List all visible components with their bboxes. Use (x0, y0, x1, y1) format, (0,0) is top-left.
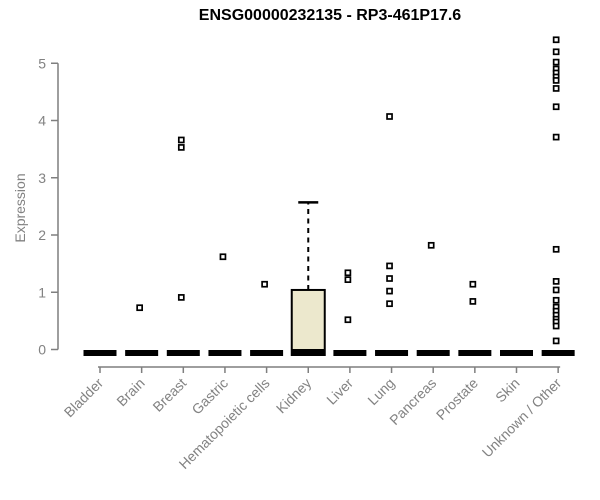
chart-title: ENSG00000232135 - RP3-461P17.6 (198, 7, 462, 24)
outlier-point (552, 133, 560, 141)
x-category-label: Skin (492, 375, 523, 406)
median-bar (291, 349, 325, 355)
collapsed-box-bar (83, 350, 117, 356)
outlier-point (552, 85, 560, 92)
y-tick-label: 1 (38, 284, 46, 300)
y-tick-label: 4 (38, 113, 46, 129)
x-category-label: Lung (364, 375, 397, 408)
outlier-point (552, 36, 560, 44)
outlier-point (552, 296, 560, 304)
x-category-label: Prostate (433, 375, 481, 423)
x-category-label: Bladder (61, 375, 107, 421)
collapsed-box-bar (125, 350, 159, 356)
outlier-point (344, 269, 352, 277)
outlier-point (552, 48, 560, 56)
collapsed-box-bar (541, 350, 575, 356)
y-tick-label: 5 (38, 55, 46, 71)
outlier-point (344, 316, 352, 324)
outlier-point (552, 322, 560, 330)
x-category-label: Brain (113, 375, 147, 409)
x-category-label: Kidney (273, 375, 315, 417)
x-category-label: Liver (323, 375, 356, 408)
box-body (290, 288, 326, 356)
collapsed-box-bar (250, 350, 284, 356)
x-category-label: Breast (149, 375, 189, 415)
outlier-point (552, 286, 560, 294)
x-category-label: Unknown / Other (479, 375, 565, 461)
outlier-point (552, 245, 560, 253)
outlier-point (261, 280, 268, 288)
outlier-point (552, 77, 560, 84)
outlier-point (552, 103, 560, 111)
outlier-point (469, 280, 477, 288)
outlier-point (469, 298, 477, 305)
outlier-point (344, 276, 352, 284)
collapsed-box-bar (208, 350, 242, 356)
outlier-point (552, 58, 560, 66)
outlier-point (552, 337, 560, 345)
y-tick-label: 2 (38, 227, 46, 243)
collapsed-box-bar (500, 350, 533, 356)
collapsed-box-bar (166, 350, 200, 356)
outlier-point (136, 304, 143, 312)
outlier-point (386, 113, 393, 120)
outlier-point (386, 275, 393, 282)
outlier-point (427, 241, 435, 249)
collapsed-box-bar (333, 350, 367, 356)
y-tick-label: 3 (38, 170, 46, 186)
y-tick-label: 0 (38, 342, 46, 358)
outlier-point (177, 144, 185, 151)
outlier-point (177, 294, 185, 301)
outlier-point (219, 253, 227, 261)
outlier-point (552, 278, 560, 285)
outlier-point (386, 287, 393, 295)
collapsed-box-bar (375, 350, 409, 356)
collapsed-box-bar (416, 350, 450, 356)
outlier-point (177, 136, 185, 144)
outlier-point (386, 262, 393, 270)
collapsed-box-bar (458, 350, 492, 356)
outlier-point (386, 300, 393, 308)
